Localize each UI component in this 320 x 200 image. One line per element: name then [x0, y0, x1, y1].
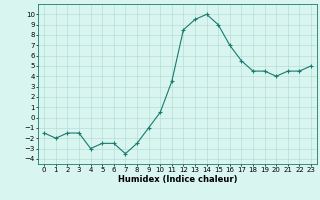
X-axis label: Humidex (Indice chaleur): Humidex (Indice chaleur) — [118, 175, 237, 184]
